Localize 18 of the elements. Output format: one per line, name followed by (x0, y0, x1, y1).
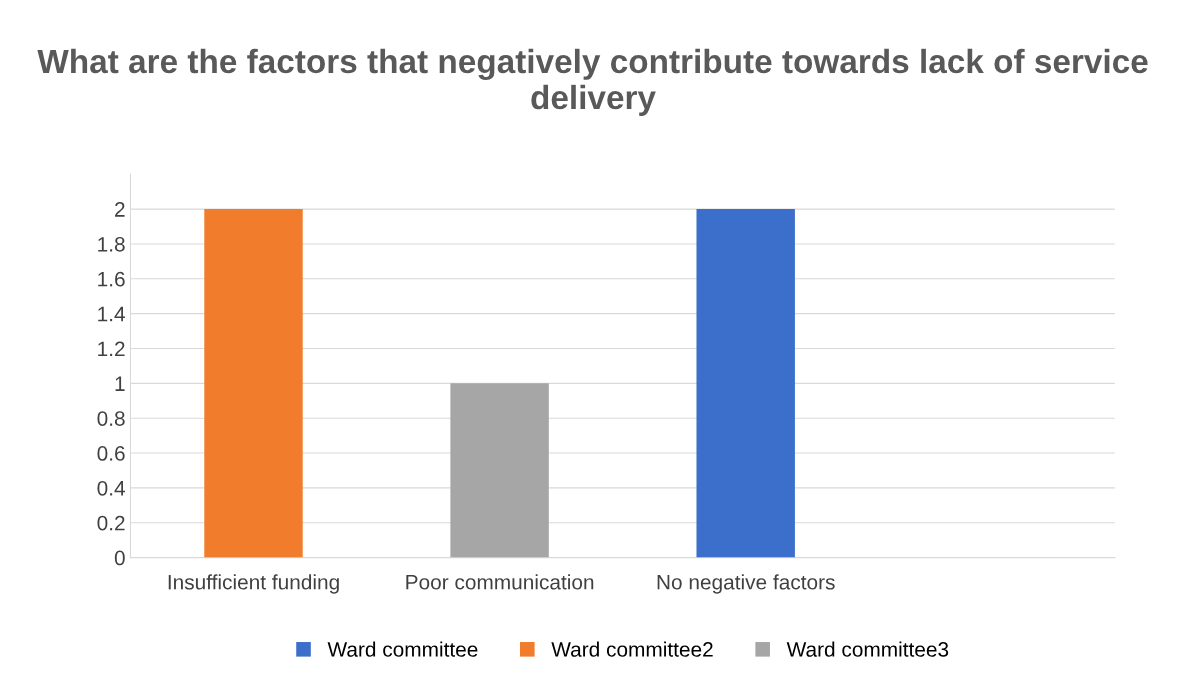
y-tick-label: 1.6 (98, 271, 125, 287)
y-tick-label: 1.4 (98, 306, 125, 322)
y-tick-label: 1.2 (98, 341, 125, 357)
y-tick-label: 0.2 (97, 515, 125, 531)
y-tick-label: 0.6 (97, 446, 125, 461)
x-tick-label: No negative factors (657, 574, 835, 594)
y-tick-label: 0.8 (97, 411, 125, 426)
y-tick-label: 0 (114, 550, 125, 566)
chart-title: What are the factors that negatively contribute towards lack of service delivery (37, 48, 1148, 116)
y-tick-label: 1 (115, 376, 125, 391)
legend-label: Ward committee2 (551, 641, 713, 657)
x-tick-label: Insufficient funding (168, 574, 339, 594)
y-tick-label: 0.4 (97, 480, 125, 496)
x-tick-label: Poor communication (406, 574, 594, 590)
y-tick-label: 2 (115, 202, 125, 217)
legend-label: Ward committee (327, 641, 478, 657)
y-tick-label: 1.8 (98, 236, 125, 252)
legend-label: Ward committee3 (786, 641, 949, 657)
